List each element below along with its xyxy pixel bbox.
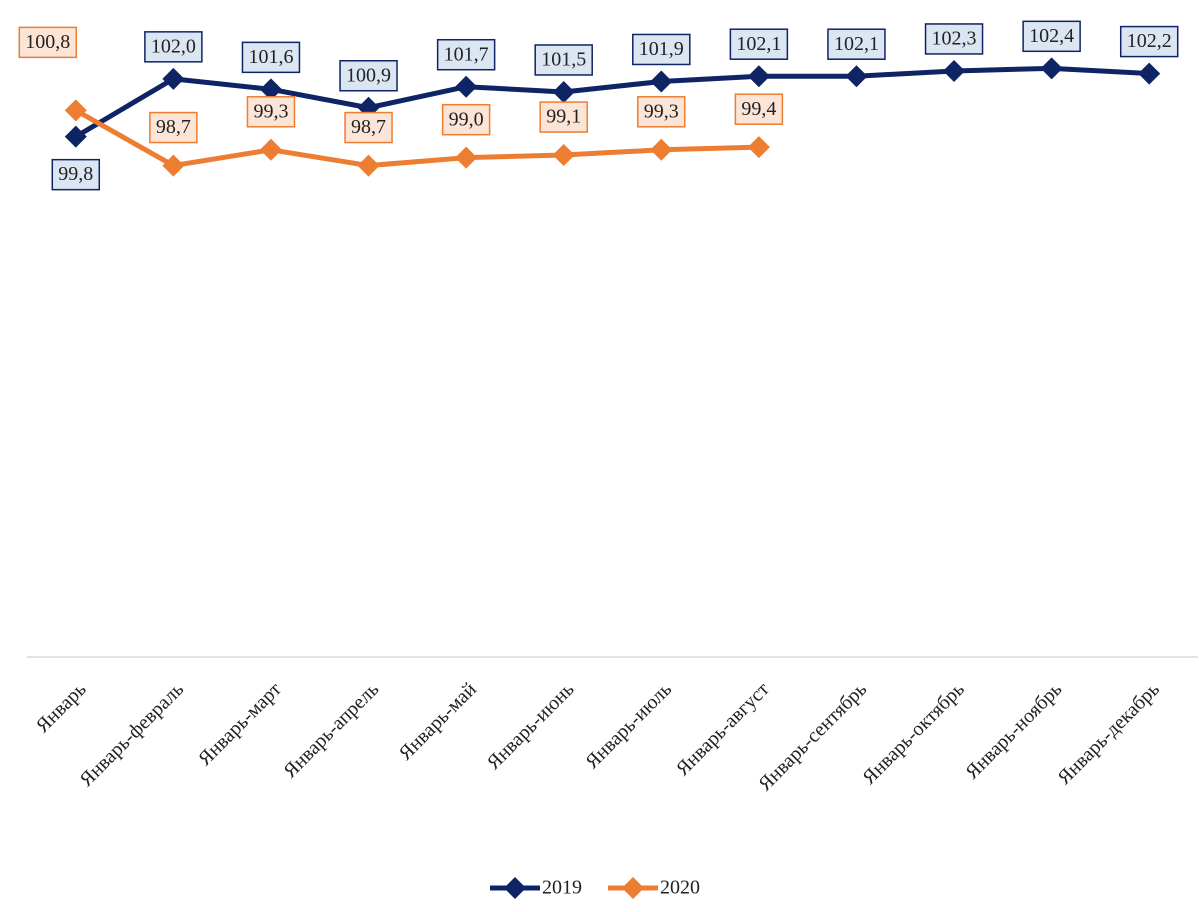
data-point bbox=[1138, 62, 1161, 85]
x-tick-label: Январь-сентябрь bbox=[754, 678, 871, 795]
data-label: 102,0 bbox=[144, 31, 203, 63]
series-line bbox=[74, 108, 759, 169]
data-label-box bbox=[436, 38, 496, 71]
data-label-text: 102,3 bbox=[932, 28, 977, 50]
data-label: 102,1 bbox=[729, 28, 789, 60]
data-label-text: 98,7 bbox=[351, 116, 386, 138]
data-label-text: 99,3 bbox=[253, 100, 288, 122]
data-label-text: 101,9 bbox=[639, 38, 684, 60]
data-label-text: 100,9 bbox=[346, 64, 391, 86]
data-point bbox=[357, 154, 380, 177]
data-label-text: 102,2 bbox=[1127, 30, 1172, 52]
legend: 2019 2020 bbox=[490, 877, 700, 899]
data-point bbox=[162, 67, 185, 90]
data-label: 99,1 bbox=[539, 101, 588, 133]
data-label-box bbox=[339, 59, 398, 92]
data-point bbox=[552, 80, 575, 103]
legend-label: 2020 bbox=[660, 877, 700, 899]
x-tick-label: Январь-декабрь bbox=[1053, 678, 1164, 789]
data-point bbox=[845, 65, 868, 88]
data-label-box bbox=[246, 96, 296, 128]
data-label: 99,3 bbox=[637, 96, 686, 128]
data-label-text: 102,1 bbox=[834, 33, 879, 55]
data-label: 100,8 bbox=[18, 26, 78, 59]
data-label-box bbox=[539, 101, 588, 133]
data-point bbox=[552, 144, 575, 167]
data-label-box bbox=[149, 111, 198, 144]
legend-label: 2019 bbox=[542, 877, 582, 899]
data-label-text: 101,6 bbox=[248, 46, 293, 68]
data-label: 98,7 bbox=[344, 111, 393, 144]
data-point bbox=[943, 59, 966, 82]
data-label-box bbox=[632, 33, 691, 66]
data-point bbox=[259, 78, 282, 101]
data-label-box bbox=[441, 103, 491, 136]
data-label-box bbox=[637, 96, 686, 128]
data-label: 102,1 bbox=[827, 28, 886, 60]
data-label: 99,0 bbox=[441, 103, 491, 136]
data-label-text: 101,7 bbox=[444, 43, 489, 65]
data-label-box bbox=[534, 44, 593, 76]
data-label-text: 102,0 bbox=[151, 35, 196, 57]
data-label: 102,3 bbox=[924, 23, 984, 55]
data-label-text: 99,1 bbox=[546, 106, 581, 128]
data-label-text: 99,3 bbox=[644, 100, 679, 122]
data-label-text: 101,5 bbox=[541, 49, 586, 71]
data-label-box bbox=[734, 93, 784, 125]
data-point bbox=[64, 125, 87, 148]
data-point bbox=[747, 136, 770, 159]
data-point bbox=[64, 99, 87, 122]
data-label: 98,7 bbox=[149, 111, 198, 144]
data-label-text: 98,7 bbox=[156, 116, 191, 138]
data-label: 99,8 bbox=[51, 158, 101, 191]
data-label-box bbox=[827, 28, 886, 60]
data-label: 101,6 bbox=[241, 41, 301, 74]
data-point bbox=[747, 65, 770, 88]
data-label: 102,4 bbox=[1022, 20, 1081, 53]
data-label: 101,9 bbox=[632, 33, 691, 66]
data-label-box bbox=[241, 41, 301, 74]
data-label: 101,5 bbox=[534, 44, 593, 76]
data-label-text: 99,0 bbox=[449, 108, 484, 130]
x-tick-label: Январь-ноябрь bbox=[961, 678, 1066, 783]
x-tick-label: Январь-апрель bbox=[279, 678, 383, 782]
data-label-box bbox=[1022, 20, 1081, 53]
data-point bbox=[455, 75, 478, 98]
data-label: 102,2 bbox=[1119, 25, 1179, 58]
data-point bbox=[259, 138, 282, 161]
data-label-text: 100,8 bbox=[25, 31, 70, 53]
data-label-text: 102,1 bbox=[736, 33, 781, 55]
x-tick-label: Январь-июль bbox=[581, 678, 676, 773]
data-label: 99,4 bbox=[734, 93, 784, 125]
data-label-box bbox=[1119, 25, 1179, 58]
x-tick-label: Январь-октябрь bbox=[858, 678, 969, 789]
data-point bbox=[650, 138, 673, 161]
data-label: 100,9 bbox=[339, 59, 398, 92]
data-label: 101,7 bbox=[436, 38, 496, 71]
x-tick-label: Январь-февраль bbox=[75, 678, 188, 791]
data-label-box bbox=[344, 111, 393, 144]
data-label-text: 102,4 bbox=[1029, 25, 1074, 47]
data-label: 99,3 bbox=[246, 96, 296, 128]
x-tick-label: Январь-июнь bbox=[483, 678, 579, 774]
data-label-text: 99,8 bbox=[58, 163, 93, 185]
legend-marker bbox=[504, 877, 526, 899]
data-label-box bbox=[924, 23, 984, 55]
data-label-box bbox=[18, 26, 78, 59]
series-line bbox=[74, 65, 1150, 139]
data-label-box bbox=[51, 158, 101, 191]
data-label-box bbox=[144, 31, 203, 63]
legend-marker bbox=[622, 877, 644, 899]
x-tick-label: Январь-май bbox=[395, 678, 481, 764]
x-tick-label: Январь bbox=[32, 678, 91, 737]
data-label-text: 99,4 bbox=[741, 98, 776, 120]
data-point bbox=[162, 154, 185, 177]
x-tick-label: Январь-март bbox=[194, 678, 286, 770]
data-point bbox=[455, 146, 478, 169]
x-tick-label: Январь-август bbox=[672, 678, 774, 780]
data-label-box bbox=[729, 28, 789, 60]
data-point bbox=[650, 70, 673, 93]
data-point bbox=[1040, 57, 1063, 80]
